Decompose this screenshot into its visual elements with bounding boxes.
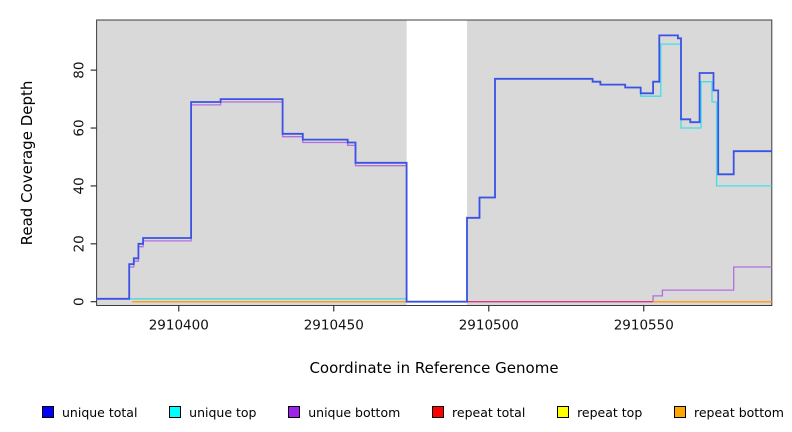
plot-border bbox=[96, 19, 773, 306]
y-tick-label: 40 bbox=[72, 177, 88, 194]
legend-swatch-unique-bottom bbox=[288, 406, 301, 418]
series-line bbox=[96, 101, 772, 303]
y-tick-label: 0 bbox=[72, 297, 88, 306]
legend-item-repeat-total: repeat total bbox=[432, 405, 525, 420]
legend-label: repeat bottom bbox=[694, 404, 784, 420]
series-unique-bottom bbox=[96, 101, 772, 303]
legend-swatch-unique-top bbox=[169, 406, 182, 418]
legend-item-repeat-top: repeat top bbox=[557, 405, 642, 420]
legend: unique total unique top unique bottom repea… bbox=[42, 403, 784, 421]
x-tick-label: 2910550 bbox=[614, 318, 674, 334]
x-tick-label: 2910500 bbox=[459, 318, 519, 334]
series-line bbox=[96, 34, 772, 303]
y-tick-label: 80 bbox=[72, 62, 88, 79]
legend-label: repeat total bbox=[452, 404, 526, 420]
legend-swatch-repeat-total bbox=[432, 406, 445, 418]
x-tick-label: 2910400 bbox=[149, 318, 209, 334]
legend-swatch-repeat-top bbox=[557, 406, 570, 418]
legend-label: repeat top bbox=[577, 404, 643, 420]
y-tick-label: 20 bbox=[72, 235, 88, 252]
y-tick-label: 60 bbox=[72, 119, 88, 136]
legend-item-unique-bottom: unique bottom bbox=[288, 405, 400, 420]
x-axis-title: Coordinate in Reference Genome bbox=[309, 359, 559, 377]
x-tick-label: 2910450 bbox=[304, 318, 364, 334]
legend-item-repeat-bottom: repeat bottom bbox=[674, 405, 784, 420]
legend-label: unique bottom bbox=[308, 404, 401, 420]
legend-swatch-unique-total bbox=[42, 406, 54, 418]
legend-label: unique top bbox=[189, 404, 257, 420]
series-unique-total bbox=[96, 34, 772, 303]
coverage-plot: 2910400 2910450 2910500 2910550 0 20 40 60 80 bbox=[72, 19, 773, 334]
legend-item-unique-total: unique total bbox=[42, 405, 137, 420]
legend-label: unique total bbox=[62, 404, 138, 420]
legend-item-unique-top: unique top bbox=[169, 405, 256, 420]
legend-swatch-repeat-bottom bbox=[674, 406, 686, 418]
coverage-region-background bbox=[467, 20, 772, 306]
